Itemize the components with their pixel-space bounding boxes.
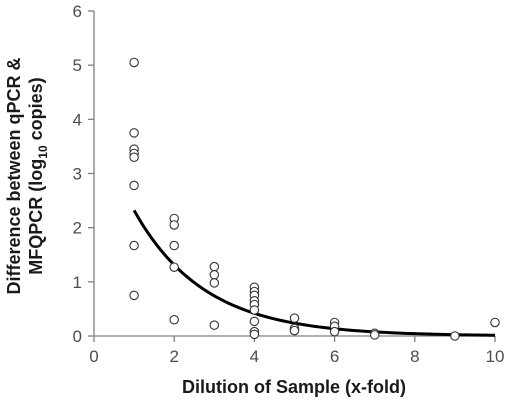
- y-tick-label: 2: [73, 219, 82, 238]
- data-point: [209, 320, 220, 330]
- y-tick-label: 5: [73, 56, 82, 75]
- y-axis-title-subscript: 10: [36, 145, 50, 159]
- data-point: [450, 331, 460, 341]
- y-tick-label: 6: [73, 2, 82, 21]
- data-points: [129, 57, 500, 341]
- data-point: [169, 314, 179, 325]
- data-point: [169, 240, 179, 251]
- data-point: [129, 180, 139, 191]
- x-tick-label: 8: [410, 347, 419, 366]
- y-tick-label: 4: [73, 110, 82, 129]
- x-tick-label: 10: [486, 347, 505, 366]
- data-point: [490, 317, 500, 328]
- y-tick-label: 1: [73, 273, 82, 292]
- y-axis-ticks: 0 1 2 3 4 5 6: [73, 2, 94, 346]
- y-axis-title: Difference between qPCR & MFQPCR (log10 …: [4, 57, 50, 294]
- data-point: [249, 305, 260, 315]
- x-tick-label: 0: [89, 347, 98, 366]
- data-point: [129, 240, 139, 251]
- x-axis-ticks: 0 2 4 6 8 10: [89, 336, 504, 366]
- data-point: [249, 316, 260, 327]
- y-axis-title-post: copies): [26, 77, 46, 145]
- data-point: [369, 330, 380, 340]
- data-point: [129, 290, 139, 301]
- data-point: [169, 262, 179, 272]
- data-point: [129, 152, 139, 163]
- data-point: [329, 326, 340, 337]
- data-point: [129, 128, 139, 138]
- data-point: [209, 261, 220, 272]
- y-axis-title-pre: MFQPCR (log: [26, 159, 46, 275]
- y-tick-label: 3: [73, 165, 82, 184]
- data-point: [169, 220, 179, 230]
- data-point: [249, 329, 260, 340]
- y-axis-title-line1: Difference between qPCR &: [4, 57, 24, 294]
- y-axis-title-line2: MFQPCR (log10 copies): [26, 77, 50, 274]
- data-point: [209, 270, 220, 280]
- data-point: [129, 57, 139, 68]
- x-tick-label: 6: [330, 347, 339, 366]
- x-tick-label: 2: [169, 347, 178, 366]
- data-point: [209, 278, 220, 288]
- x-axis-title: Dilution of Sample (x-fold): [182, 377, 406, 397]
- y-tick-label: 0: [73, 327, 82, 346]
- data-point: [289, 325, 300, 336]
- data-point: [289, 313, 300, 323]
- fit-curve: [132, 209, 496, 337]
- x-tick-label: 4: [250, 347, 259, 366]
